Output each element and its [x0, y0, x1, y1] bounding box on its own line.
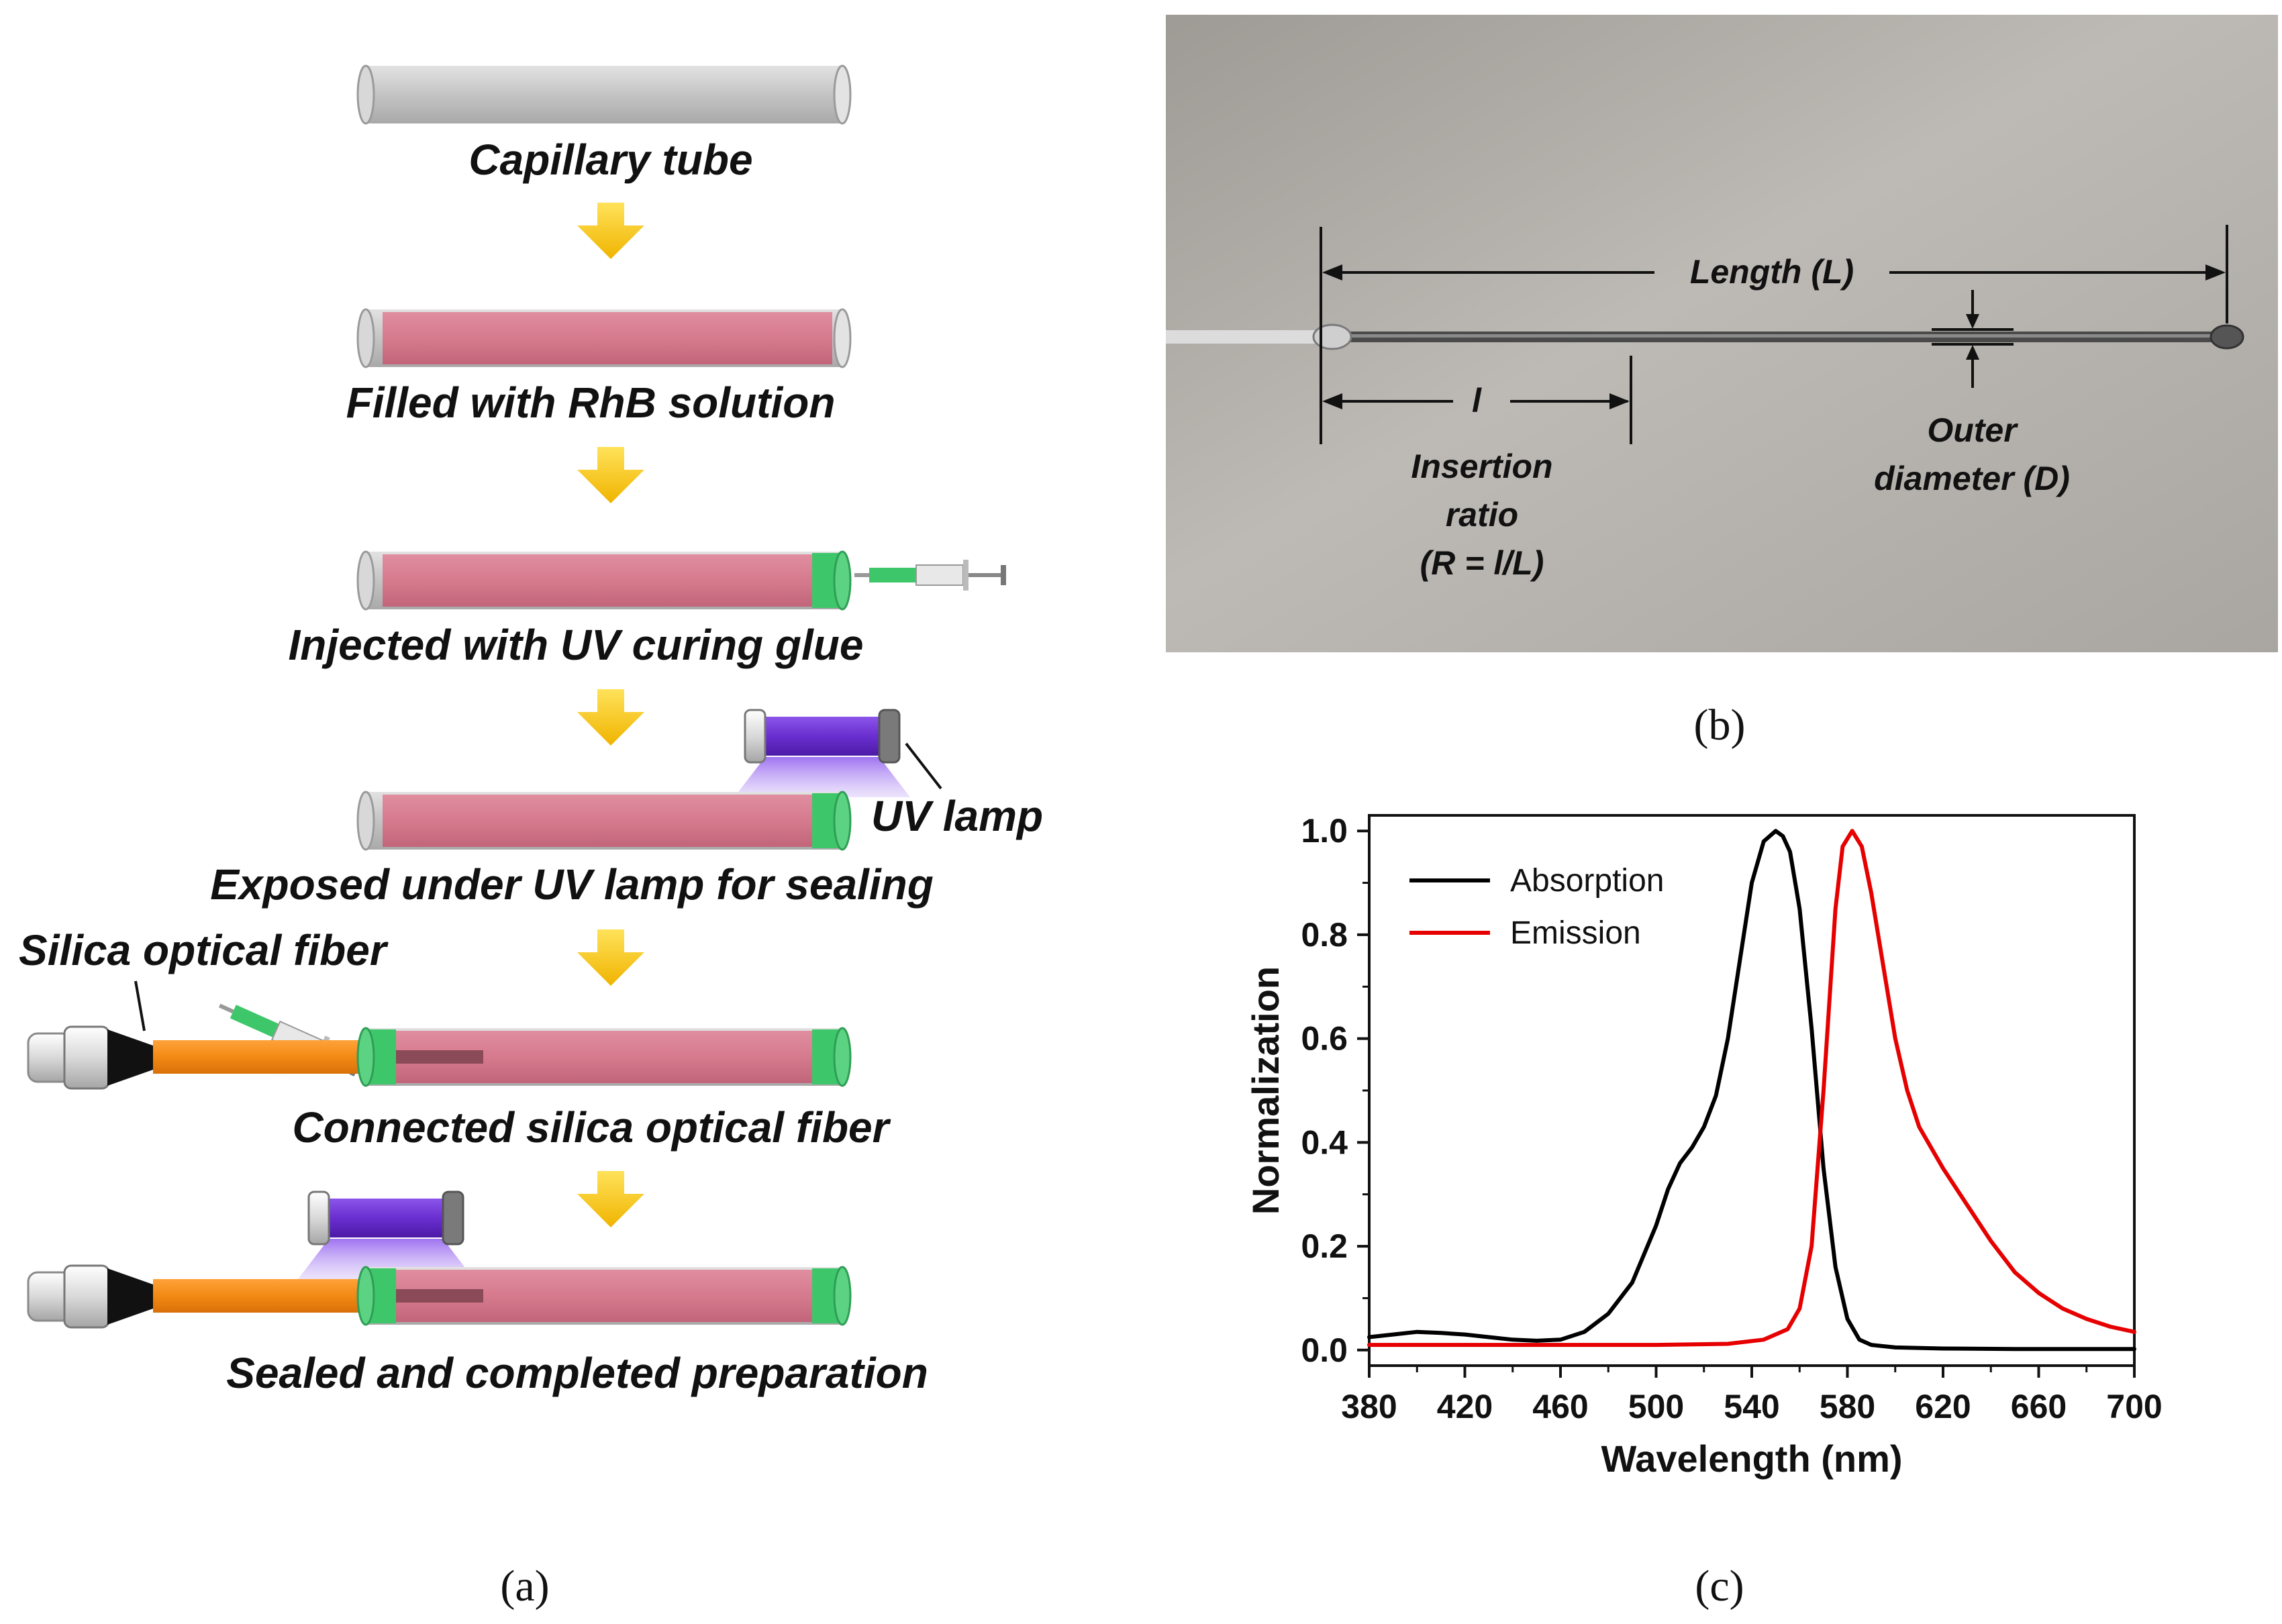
step-label-connected-fiber: Connected silica optical fiber	[292, 1103, 891, 1152]
silica-fiber-label: Silica optical fiber	[19, 926, 389, 974]
x-tick-label: 380	[1341, 1388, 1397, 1425]
x-tick-label: 660	[2011, 1388, 2067, 1425]
y-tick-label: 0.6	[1301, 1020, 1348, 1058]
insertion-label-line2: ratio	[1446, 496, 1518, 534]
length-dimension	[1320, 225, 2228, 444]
x-tick-label: 700	[2106, 1388, 2162, 1425]
tube-filled-rhb	[356, 308, 852, 368]
uv-lamp-leader-line	[905, 742, 942, 790]
y-tick-label: 0.0	[1301, 1331, 1348, 1369]
flow-arrow-4	[577, 929, 644, 986]
x-tick-label: 500	[1628, 1388, 1684, 1425]
flow-arrow-3	[577, 689, 644, 746]
empty-capillary-tube	[356, 64, 852, 125]
chart-plot-area: 380 420 460 500 540 580 620 660 700 0.0 0.2 0.4 0.6 0…	[1244, 812, 2163, 1480]
y-tick-label: 0.4	[1301, 1123, 1348, 1161]
fiber-connector-icon-final	[27, 1264, 154, 1329]
panel-c: 380 420 460 500 540 580 620 660 700 0.0 0.2 0.4 0.6 0…	[1244, 812, 2163, 1611]
insertion-symbol: l	[1472, 382, 1482, 419]
step-label-injected-glue: Injected with UV curing glue	[289, 621, 864, 669]
fiber-connector-icon	[27, 1025, 154, 1090]
y-axis-title: Normalization	[1244, 966, 1287, 1215]
insertion-label-line1: Insertion	[1411, 448, 1552, 485]
diameter-label-line2: diameter (D)	[1874, 460, 2070, 497]
uv-lamp-icon	[733, 709, 911, 799]
series-line-emission	[1367, 829, 2136, 1348]
silica-fiber-leader-line	[134, 980, 146, 1031]
chart-frame	[1368, 814, 2136, 1367]
flow-arrow-2	[577, 447, 644, 503]
panel-a: Capillary tube Filled with RhB solution …	[19, 64, 1043, 1611]
photo-capillary	[1166, 323, 2244, 350]
fiber-connected-tube	[153, 1027, 852, 1087]
step-label-capillary-tube: Capillary tube	[468, 136, 752, 184]
panel-b-letter: (b)	[1694, 701, 1746, 750]
y-tick-label: 1.0	[1301, 812, 1348, 850]
step-label-exposed-uv: Exposed under UV lamp for sealing	[210, 860, 934, 909]
uv-lamp-icon-final	[297, 1190, 475, 1280]
panel-b: Length (L) l Insertion ratio (R = l/L) O…	[1166, 15, 2278, 750]
x-tick-label: 580	[1820, 1388, 1875, 1425]
x-tick-label: 540	[1724, 1388, 1779, 1425]
uv-lamp-label: UV lamp	[871, 792, 1043, 840]
length-label: Length (L)	[1690, 253, 1854, 291]
flow-arrow-5	[577, 1171, 644, 1227]
tube-injected-glue	[356, 550, 852, 611]
panel-c-letter: (c)	[1695, 1562, 1744, 1611]
tube-under-uv-lamp	[356, 791, 852, 851]
x-axis-title: Wavelength (nm)	[1601, 1437, 1902, 1480]
insertion-label-line3: (R = l/L)	[1420, 544, 1544, 582]
legend-label-absorption: Absorption	[1510, 863, 1664, 899]
x-tick-label: 460	[1532, 1388, 1588, 1425]
flow-arrow-1	[577, 203, 644, 259]
insertion-dimension	[1322, 356, 1632, 444]
y-tick-label: 0.2	[1301, 1227, 1348, 1265]
sealed-completed-tube	[153, 1266, 852, 1326]
panel-a-letter: (a)	[500, 1562, 549, 1611]
syringe-icon	[854, 559, 1007, 591]
diameter-dimension	[1932, 290, 2014, 388]
y-tick-label: 0.8	[1301, 916, 1348, 954]
series-line-absorption	[1367, 829, 2136, 1352]
legend-label-emission: Emission	[1510, 915, 1641, 951]
step-label-sealed-completed: Sealed and completed preparation	[226, 1349, 928, 1397]
x-tick-label: 620	[1915, 1388, 1971, 1425]
step-label-filled-rhb: Filled with RhB solution	[346, 378, 836, 427]
x-tick-label: 420	[1437, 1388, 1493, 1425]
diameter-label-line1: Outer	[1927, 411, 2018, 449]
